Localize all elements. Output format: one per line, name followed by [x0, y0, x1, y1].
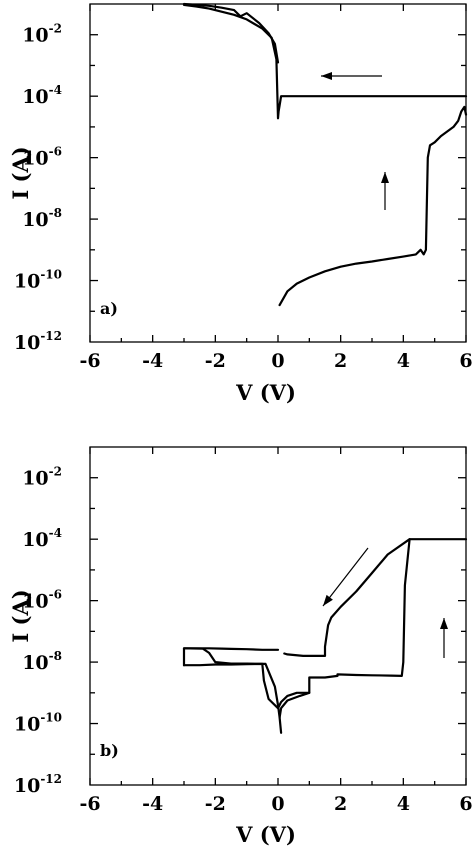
x-tick-label: -4	[142, 350, 163, 372]
x-tick-label: -2	[205, 793, 226, 815]
panel-b-chart: -6 -4 -2 0 2 4 6 10-12 10-10 10-8 10-6 10-4 10-2 V (V…	[8, 446, 473, 847]
x-tick-label: 2	[334, 350, 347, 372]
iv-curve-segment-1	[278, 538, 468, 719]
plot-frame	[89, 3, 467, 343]
sweep-arrow-head	[440, 618, 448, 629]
x-tick-label: 2	[334, 793, 347, 815]
y-tick-label: 10-6	[22, 588, 62, 613]
y-tick-label: 10-10	[14, 268, 62, 293]
x-tick-label: 4	[397, 350, 410, 372]
y-tick-label: 10-12	[14, 772, 62, 797]
iv-curve-segment-2	[283, 538, 411, 657]
panel-label: b)	[100, 741, 119, 760]
y-tick-label: 10-6	[22, 145, 62, 170]
iv-curve-segment-1	[278, 105, 468, 307]
sweep-arrow-head	[381, 172, 389, 183]
y-tick-label: 10-4	[22, 83, 62, 108]
x-tick-label: -2	[205, 350, 226, 372]
x-axis-title: V (V)	[235, 822, 296, 847]
iv-curve-segment-5	[182, 647, 283, 734]
x-tick-label: -6	[79, 350, 100, 372]
sweep-arrow-head	[323, 594, 333, 606]
y-tick-label: 10-4	[22, 526, 62, 551]
plot-frame	[89, 446, 467, 786]
y-tick-label: 10-8	[22, 649, 62, 674]
iv-curve-segment-3	[182, 2, 280, 64]
x-tick-label: 0	[271, 350, 284, 372]
y-tick-label: 10-8	[22, 206, 62, 231]
x-tick-label: 0	[271, 793, 284, 815]
y-tick-label: 10-12	[14, 329, 62, 354]
iv-curve-segment-4	[182, 662, 311, 710]
panel-a-chart: -6 -4 -2 0 2 4 6 10-12 10-10 10-8 10-6 10-4 10-2 V (V…	[8, 2, 473, 405]
x-axis-title: V (V)	[235, 380, 296, 405]
y-tick-label: 10-2	[22, 465, 62, 490]
sweep-arrow-head	[321, 72, 332, 80]
x-tick-label: 6	[459, 350, 472, 372]
panel-label: a)	[100, 299, 118, 318]
y-tick-label: 10-2	[22, 22, 62, 47]
sweep-arrow	[322, 547, 369, 607]
y-axis-title: I (A)	[8, 146, 33, 199]
y-axis-title: I (A)	[8, 589, 33, 642]
x-tick-label: 4	[397, 793, 410, 815]
x-tick-label: 6	[459, 793, 472, 815]
iv-curve-segment-2	[182, 3, 468, 120]
x-tick-label: -4	[142, 793, 163, 815]
y-tick-label: 10-10	[14, 711, 62, 736]
x-tick-label: -6	[79, 793, 100, 815]
